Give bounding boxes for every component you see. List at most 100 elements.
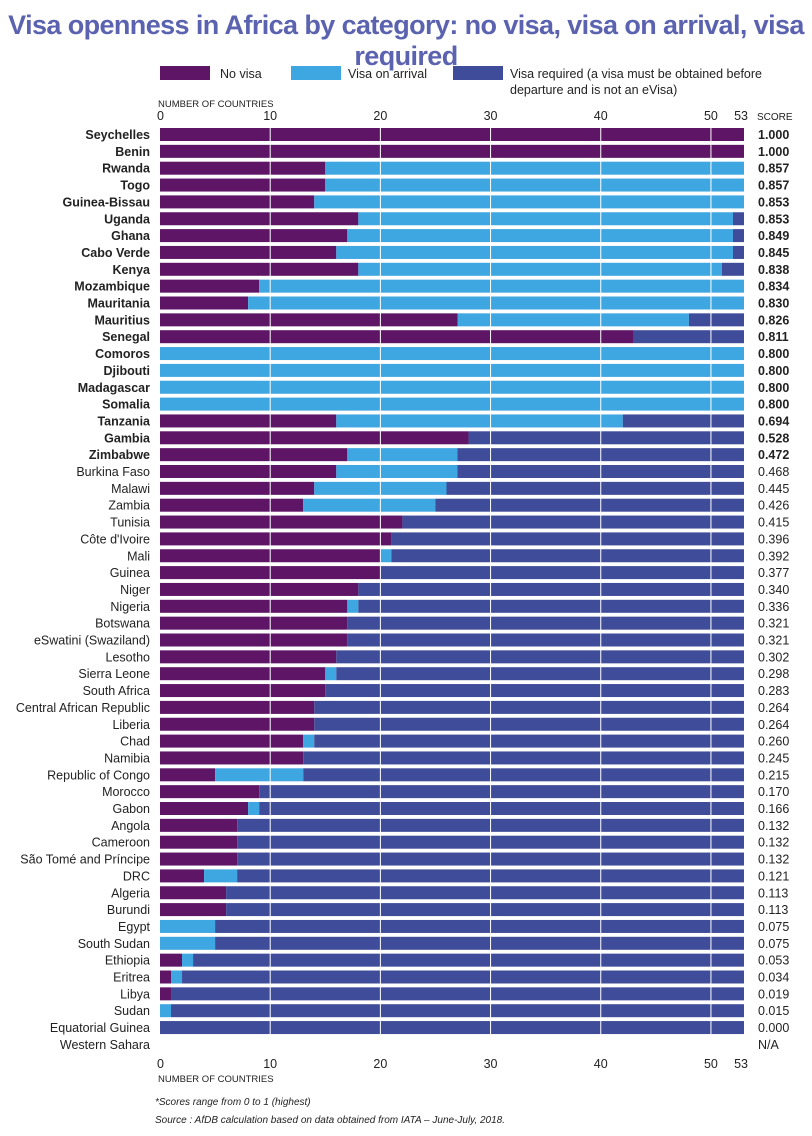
score-label: 1.000: [758, 145, 789, 159]
bar-segment: [391, 549, 744, 563]
category-label: Nigeria: [110, 600, 150, 614]
bar-segment: [732, 229, 744, 243]
category-label: Somalia: [102, 398, 151, 412]
category-label: Algeria: [111, 886, 150, 900]
bar-segment: [259, 279, 744, 293]
x-tick-label-bottom: 30: [484, 1057, 498, 1071]
category-label: Ethiopia: [105, 954, 150, 968]
bar-segment: [248, 296, 744, 310]
bar-segment: [160, 919, 216, 933]
bar-segment: [336, 650, 744, 664]
bar-segment: [160, 128, 744, 141]
score-label: 0.857: [758, 162, 789, 176]
category-label: Tunisia: [110, 516, 150, 530]
category-label: South Africa: [83, 684, 150, 698]
bar-segment: [160, 802, 249, 815]
score-label: 0.019: [758, 987, 789, 1001]
bar-segment: [358, 599, 744, 613]
category-label: Central African Republic: [16, 701, 150, 715]
bar-segment: [160, 650, 337, 664]
bar-segment: [314, 700, 744, 714]
bar-segment: [336, 414, 623, 428]
bar-segment: [622, 414, 744, 428]
category-label: Zimbabwe: [89, 448, 150, 462]
score-header: SCORE: [757, 112, 793, 123]
x-tick-label-top: 40: [594, 109, 608, 123]
x-tick-label-top: 30: [484, 109, 498, 123]
bar-segment: [226, 886, 744, 900]
bar-segment: [160, 768, 216, 782]
category-label: Equatorial Guinea: [50, 1021, 150, 1035]
bar-segment: [160, 684, 326, 698]
bar-segment: [193, 953, 744, 967]
score-label: 0.170: [758, 785, 789, 799]
score-label: 0.468: [758, 465, 789, 479]
category-label: Mozambique: [74, 280, 150, 294]
legend-label-required-line1: Visa required (a visa must be obtained b…: [510, 67, 763, 81]
category-label: Liberia: [112, 718, 150, 732]
bar-segment: [171, 1004, 745, 1018]
x-tick-label-bottom: 53: [734, 1057, 748, 1071]
bar-segment: [380, 549, 392, 563]
bar-segment: [358, 582, 744, 596]
score-label: 0.132: [758, 819, 789, 833]
bar-segment: [160, 347, 744, 361]
bar-segment: [347, 633, 744, 647]
category-label: Chad: [120, 735, 150, 749]
bar-segment: [248, 802, 260, 815]
category-label: Cameroon: [92, 836, 150, 850]
x-tick-label-top: 20: [373, 109, 387, 123]
bar-segment: [160, 599, 348, 613]
category-label: Togo: [120, 179, 150, 193]
bar-segment: [215, 919, 744, 933]
category-label: Libya: [120, 987, 150, 1001]
bar-segment: [160, 987, 172, 1001]
score-label: 0.834: [758, 280, 789, 294]
score-label: 0.075: [758, 937, 789, 951]
bar-segment: [446, 481, 744, 495]
bar-segment: [226, 903, 744, 917]
bar-segment: [160, 734, 304, 748]
bar-segment: [160, 936, 216, 950]
score-label: 0.034: [758, 971, 789, 985]
bar-segment: [160, 178, 326, 192]
bar-segment: [314, 717, 744, 731]
x-axis-title-bottom: NUMBER OF COUNTRIES: [158, 1074, 274, 1085]
bar-segment: [303, 768, 744, 782]
bar-segment: [160, 515, 403, 529]
score-label: 0.132: [758, 853, 789, 867]
category-label: Zambia: [108, 499, 150, 513]
category-label: Rwanda: [102, 162, 151, 176]
score-label: 0.321: [758, 634, 789, 648]
bar-segment: [160, 380, 744, 394]
bar-segment: [160, 970, 172, 984]
bar-segment: [160, 1021, 744, 1035]
category-label: South Sudan: [78, 937, 150, 951]
bar-segment: [160, 397, 744, 411]
bar-segment: [160, 363, 744, 377]
score-label: 0.445: [758, 482, 789, 496]
category-label: Gabon: [112, 802, 150, 816]
bar-segment: [160, 330, 634, 344]
bar-segment: [160, 616, 348, 630]
x-tick-label-top: 53: [734, 109, 748, 123]
score-label: 1.000: [758, 128, 789, 142]
score-label: 0.260: [758, 735, 789, 749]
category-label: Eritrea: [113, 971, 150, 985]
bar-segment: [358, 262, 722, 276]
bar-segment: [171, 970, 183, 984]
x-axis-title-top: NUMBER OF COUNTRIES: [158, 99, 274, 110]
bar-segment: [160, 818, 238, 832]
category-label: Namibia: [104, 751, 150, 765]
category-label: Djibouti: [103, 364, 150, 378]
category-label: Ghana: [111, 229, 151, 243]
bar-segment: [303, 498, 436, 512]
category-label: Malawi: [111, 482, 150, 496]
x-tick-label-bottom: 0: [157, 1057, 164, 1071]
category-label: Kenya: [112, 263, 151, 277]
bar-segment: [160, 161, 326, 175]
category-label: Guinea: [110, 566, 150, 580]
score-label: N/A: [758, 1038, 780, 1052]
bar-segment: [160, 431, 469, 445]
